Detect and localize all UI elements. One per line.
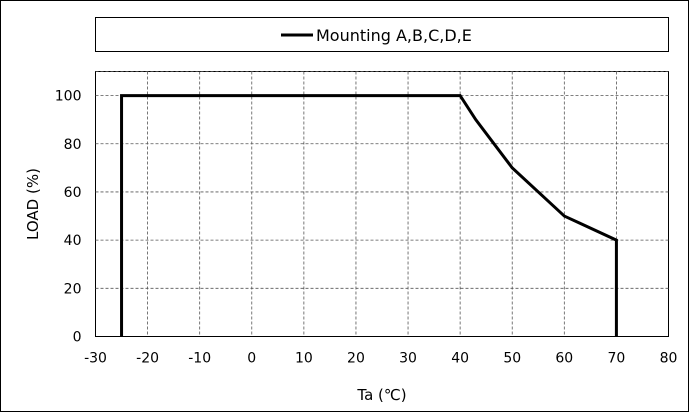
y-tick-label-0: 0 (73, 330, 82, 346)
y-axis-title: LOAD (%) (24, 168, 42, 240)
series-line-0 (120, 94, 618, 337)
legend: Mounting A,B,C,D,E (95, 17, 669, 52)
x-tick-labels: -30 -20 -10 0 10 20 30 40 50 60 70 80 (84, 351, 677, 367)
x-tick-label-9: 60 (555, 351, 573, 367)
x-tick-label-0: -30 (84, 351, 107, 367)
x-tick-label-3: 0 (247, 351, 256, 367)
series-layer (120, 94, 618, 337)
y-tick-label-3: 60 (64, 185, 82, 201)
x-tick-label-2: -10 (188, 351, 211, 367)
x-tick-label-5: 20 (347, 351, 365, 367)
y-tick-labels: 0 20 40 60 80 100 (55, 89, 82, 346)
y-tick-label-5: 100 (55, 89, 82, 105)
y-tick-label-1: 20 (64, 281, 82, 297)
x-axis-title: Ta (℃) (356, 386, 406, 404)
x-tick-label-4: 10 (295, 351, 313, 367)
grid-layer (95, 71, 669, 337)
y-tick-label-4: 80 (64, 137, 82, 153)
plot-area (95, 71, 669, 337)
x-tick-label-8: 50 (503, 351, 521, 367)
x-tick-label-7: 40 (451, 351, 469, 367)
x-tick-label-11: 80 (660, 351, 678, 367)
y-tick-label-2: 40 (64, 233, 82, 249)
legend-label: Mounting A,B,C,D,E (316, 26, 472, 45)
legend-box (95, 17, 669, 52)
x-tick-label-1: -20 (136, 351, 159, 367)
x-tick-label-6: 30 (399, 351, 417, 367)
x-tick-label-10: 70 (607, 351, 625, 367)
